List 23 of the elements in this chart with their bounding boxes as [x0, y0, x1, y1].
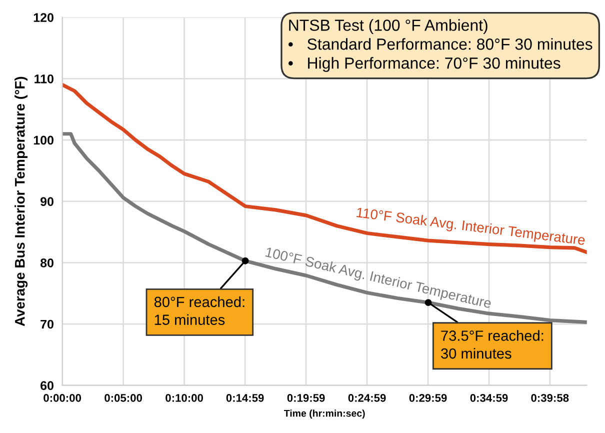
line-series — [62, 132, 587, 324]
y-tick-label: 70 — [40, 320, 54, 329]
y-tick-label: 90 — [40, 197, 54, 206]
x-tick-label: 0:29:59 — [409, 394, 447, 402]
y-tick-label: 60 — [40, 381, 54, 390]
x-tick-label: 0:34:59 — [470, 394, 508, 402]
x-tick-label: 0:10:00 — [166, 394, 203, 402]
text: 110°F Soak Avg. Interior Temperature — [356, 207, 586, 248]
x-axis-title: Time (hr:min:sec) — [284, 410, 365, 419]
x-tick-label: 0:19:59 — [287, 394, 325, 402]
x-tick-label: 0:24:59 — [348, 394, 386, 402]
y-tick-label: 110 — [34, 74, 54, 84]
x-tick-label: 0:05:00 — [104, 394, 142, 402]
y-tick-label: 80 — [40, 258, 54, 268]
annotation: 80°F reached: 15 minutes — [154, 296, 244, 325]
annotation: NTSB Test (100 °F Ambient) • Standard Performance: 80°F 30 minutes • High Performance: 70°F 30 minutes — [288, 19, 592, 72]
x-tick-label: 0:14:59 — [226, 394, 264, 402]
annotation: 73.5°F reached: 30 minutes — [441, 330, 544, 359]
y-tick-label: 120 — [34, 13, 54, 22]
x-tick-label: 0:39:58 — [531, 394, 569, 402]
y-tick-label: 100 — [34, 136, 54, 145]
x-tick-label: 0:00:00 — [44, 394, 82, 402]
y-axis-title: Average Bus Interior Temperature (°F) — [14, 76, 28, 326]
